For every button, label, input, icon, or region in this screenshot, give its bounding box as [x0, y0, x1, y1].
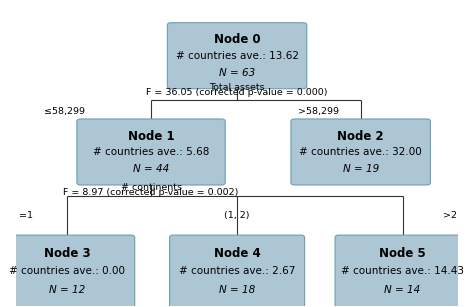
Text: N = 12: N = 12	[49, 285, 85, 295]
Text: # countries ave.: 13.62: # countries ave.: 13.62	[175, 51, 299, 61]
Text: F = 8.97 (corrected p-value = 0.002): F = 8.97 (corrected p-value = 0.002)	[64, 188, 239, 197]
Text: Node 0: Node 0	[214, 33, 260, 46]
Text: (1, 2): (1, 2)	[224, 211, 250, 220]
FancyBboxPatch shape	[167, 23, 307, 89]
Text: # countries ave.: 32.00: # countries ave.: 32.00	[299, 147, 422, 157]
Text: # countries ave.: 0.00: # countries ave.: 0.00	[9, 266, 125, 276]
Text: >58,299: >58,299	[298, 107, 339, 116]
Text: Node 5: Node 5	[379, 247, 426, 260]
Text: N = 18: N = 18	[219, 285, 255, 295]
FancyBboxPatch shape	[291, 119, 430, 185]
Text: ≤58,299: ≤58,299	[44, 107, 85, 116]
Text: F = 36.05 (corrected p-value = 0.000): F = 36.05 (corrected p-value = 0.000)	[146, 88, 328, 97]
Text: N = 44: N = 44	[133, 164, 169, 174]
FancyBboxPatch shape	[77, 119, 225, 185]
Text: =1: =1	[18, 211, 33, 220]
Text: N = 14: N = 14	[384, 285, 421, 295]
Text: Total assets: Total assets	[210, 83, 265, 92]
FancyBboxPatch shape	[0, 235, 135, 307]
Text: # continents: # continents	[120, 183, 182, 192]
Text: >2: >2	[443, 211, 457, 220]
Text: N = 19: N = 19	[343, 164, 379, 174]
Text: Node 2: Node 2	[337, 130, 384, 142]
Text: Node 4: Node 4	[214, 247, 260, 260]
Text: N = 63: N = 63	[219, 68, 255, 78]
Text: # countries ave.: 2.67: # countries ave.: 2.67	[179, 266, 295, 276]
Text: # countries ave.: 14.43: # countries ave.: 14.43	[341, 266, 464, 276]
Text: Node 3: Node 3	[44, 247, 91, 260]
FancyBboxPatch shape	[335, 235, 470, 307]
Text: # countries ave.: 5.68: # countries ave.: 5.68	[93, 147, 209, 157]
Text: Node 1: Node 1	[128, 130, 174, 142]
FancyBboxPatch shape	[170, 235, 305, 307]
